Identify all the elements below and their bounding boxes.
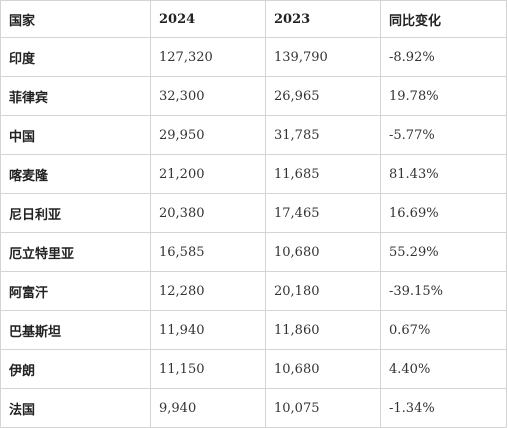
value-2024-cell: 12,280	[150, 271, 266, 311]
country-cell: 菲律宾	[0, 76, 151, 116]
value-2024-cell: 11,940	[150, 310, 266, 350]
value-2023-cell: 10,075	[265, 388, 381, 428]
country-cell: 中国	[0, 115, 151, 155]
value-2023-cell: 31,785	[265, 115, 381, 155]
header-row: 国家 2024 2023 同比变化	[0, 0, 507, 38]
change-cell: 0.67%	[380, 310, 507, 350]
change-cell: 81.43%	[380, 154, 507, 194]
country-cell: 巴基斯坦	[0, 310, 151, 350]
value-2024-cell: 9,940	[150, 388, 266, 428]
value-2024-cell: 21,200	[150, 154, 266, 194]
value-2023-cell: 17,465	[265, 193, 381, 233]
change-cell: -5.77%	[380, 115, 507, 155]
change-cell: -1.34%	[380, 388, 507, 428]
change-cell: -39.15%	[380, 271, 507, 311]
country-cell: 法国	[0, 388, 151, 428]
country-cell: 厄立特里亚	[0, 232, 151, 272]
table-row: 巴基斯坦 11,940 11,860 0.67%	[0, 310, 507, 350]
header-2023: 2023	[265, 0, 381, 38]
value-2024-cell: 127,320	[150, 37, 266, 77]
value-2024-cell: 16,585	[150, 232, 266, 272]
value-2024-cell: 20,380	[150, 193, 266, 233]
value-2024-cell: 32,300	[150, 76, 266, 116]
header-2024: 2024	[150, 0, 266, 38]
value-2023-cell: 10,680	[265, 349, 381, 389]
table-row: 菲律宾 32,300 26,965 19.78%	[0, 76, 507, 116]
value-2023-cell: 11,685	[265, 154, 381, 194]
value-2023-cell: 26,965	[265, 76, 381, 116]
header-yoy-change: 同比变化	[380, 0, 507, 38]
table-row: 伊朗 11,150 10,680 4.40%	[0, 349, 507, 389]
country-cell: 伊朗	[0, 349, 151, 389]
value-2023-cell: 139,790	[265, 37, 381, 77]
table-row: 喀麦隆 21,200 11,685 81.43%	[0, 154, 507, 194]
value-2023-cell: 11,860	[265, 310, 381, 350]
country-cell: 尼日利亚	[0, 193, 151, 233]
country-cell: 喀麦隆	[0, 154, 151, 194]
value-2023-cell: 10,680	[265, 232, 381, 272]
header-country: 国家	[0, 0, 151, 38]
change-cell: 19.78%	[380, 76, 507, 116]
value-2023-cell: 20,180	[265, 271, 381, 311]
change-cell: 55.29%	[380, 232, 507, 272]
change-cell: -8.92%	[380, 37, 507, 77]
table-row: 印度 127,320 139,790 -8.92%	[0, 37, 507, 77]
table-row: 法国 9,940 10,075 -1.34%	[0, 388, 507, 428]
country-cell: 阿富汗	[0, 271, 151, 311]
value-2024-cell: 29,950	[150, 115, 266, 155]
country-cell: 印度	[0, 37, 151, 77]
change-cell: 16.69%	[380, 193, 507, 233]
table-row: 中国 29,950 31,785 -5.77%	[0, 115, 507, 155]
table-row: 阿富汗 12,280 20,180 -39.15%	[0, 271, 507, 311]
table-row: 尼日利亚 20,380 17,465 16.69%	[0, 193, 507, 233]
change-cell: 4.40%	[380, 349, 507, 389]
value-2024-cell: 11,150	[150, 349, 266, 389]
table-row: 厄立特里亚 16,585 10,680 55.29%	[0, 232, 507, 272]
